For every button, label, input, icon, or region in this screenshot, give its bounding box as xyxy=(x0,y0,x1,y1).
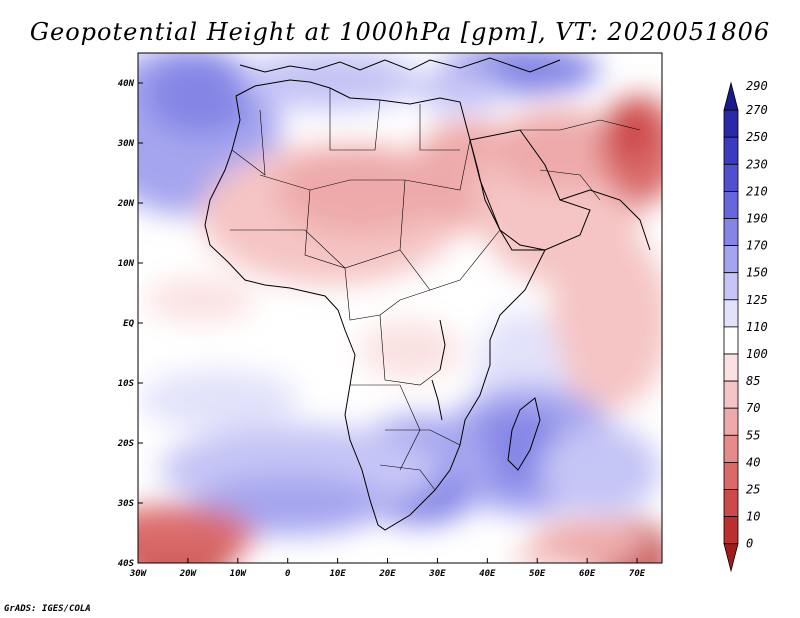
colorbar-label: 10 xyxy=(746,510,760,524)
lon-tick-label: 10W xyxy=(230,569,248,579)
credit-text: GrADS: IGES/COLA xyxy=(4,604,91,614)
lon-tick-label: 20E xyxy=(378,569,396,579)
colorbar: 2902702502302101901701501251101008570554… xyxy=(723,79,768,573)
colorbar-label: 250 xyxy=(746,130,768,144)
colorbar-swatch xyxy=(723,353,739,382)
lat-tick-label: 10N xyxy=(118,259,135,269)
colorbar-swatch xyxy=(723,299,739,328)
lon-tick-label: 40E xyxy=(479,569,496,579)
colorbar-label: 270 xyxy=(746,103,768,117)
lon-tick-label: 70E xyxy=(629,569,646,579)
colorbar-label: 55 xyxy=(746,428,760,442)
colorbar-label: 125 xyxy=(746,293,768,307)
colorbar-label: 70 xyxy=(746,401,760,415)
map-plot-area[interactable] xyxy=(90,45,680,590)
map-frame xyxy=(137,52,663,564)
colorbar-swatch xyxy=(723,489,739,518)
lon-tick-label: 60E xyxy=(579,569,596,579)
colorbar-label: 210 xyxy=(746,184,768,198)
lon-tick-label: 50E xyxy=(529,569,546,579)
map-axes: 30W 20W 10W 0 10E 20E 30E 40E 50E 60E 70E 40N 30N 20N… xyxy=(117,79,646,579)
lon-tick-label: 0 xyxy=(285,569,291,579)
colorbar-swatch xyxy=(723,407,739,436)
colorbar-label: 150 xyxy=(746,266,768,280)
colorbar-label: 290 xyxy=(746,79,768,93)
colorbar-swatch xyxy=(723,516,739,545)
lat-tick-label: 40N xyxy=(118,79,135,89)
colorbar-label: 100 xyxy=(746,347,768,361)
colorbar-label: 85 xyxy=(746,374,760,388)
lat-tick-label: 10S xyxy=(118,379,135,389)
colorbar-swatch xyxy=(723,218,739,247)
colorbar-swatch xyxy=(723,81,739,111)
lon-tick-label: 30E xyxy=(428,569,446,579)
colorbar-swatch xyxy=(723,245,739,274)
colorbar-swatch xyxy=(723,136,739,165)
lat-tick-label: 30N xyxy=(117,139,135,149)
colorbar-swatch xyxy=(723,190,739,219)
lon-tick-label: 10E xyxy=(329,569,346,579)
colorbar-label: 25 xyxy=(746,483,760,497)
colorbar-swatch xyxy=(723,461,739,490)
colorbar-label: 170 xyxy=(746,239,768,253)
lat-tick-label: 20N xyxy=(117,199,135,209)
colorbar-swatch xyxy=(723,434,739,463)
colorbar-swatch xyxy=(723,380,739,409)
lon-tick-label: 20W xyxy=(179,569,198,579)
chart-title: Geopotential Height at 1000hPa [gpm], VT… xyxy=(29,18,771,46)
colorbar-label: 110 xyxy=(746,320,768,334)
lat-tick-label: EQ xyxy=(123,319,134,329)
lon-tick-label: 30W xyxy=(129,569,148,579)
colorbar-label: 0 xyxy=(746,537,753,551)
colorbar-swatch xyxy=(723,109,739,138)
colorbar-swatch xyxy=(723,326,739,355)
colorbar-label: 190 xyxy=(746,212,768,226)
lat-tick-label: 30S xyxy=(117,499,135,509)
colorbar-label: 230 xyxy=(746,157,768,171)
lat-tick-label: 40S xyxy=(118,559,135,569)
colorbar-swatch xyxy=(723,543,739,573)
colorbar-label: 40 xyxy=(746,455,760,469)
colorbar-swatch xyxy=(723,272,739,301)
lat-tick-label: 20S xyxy=(117,439,135,449)
colorbar-swatch xyxy=(723,163,739,192)
